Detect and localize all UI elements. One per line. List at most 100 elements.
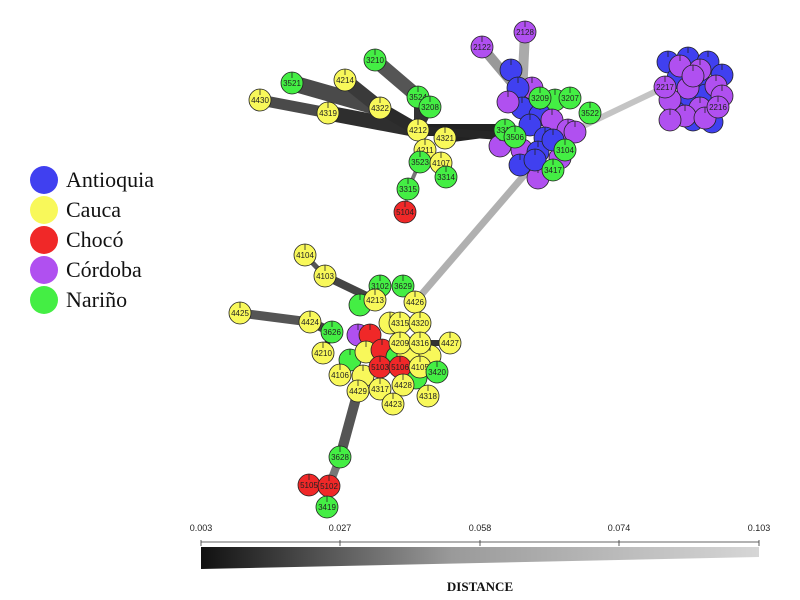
node-label: 4210 — [314, 349, 332, 358]
node-label: 4319 — [319, 109, 337, 118]
node: 3104 — [553, 138, 577, 162]
node-label: 4315 — [391, 319, 409, 328]
node-label: 3523 — [411, 158, 429, 167]
node-label: 3524 — [409, 93, 427, 102]
node — [563, 120, 587, 144]
node-label: 2122 — [473, 43, 491, 52]
node-label: 4423 — [384, 400, 402, 409]
node — [658, 108, 682, 132]
node-label: 3209 — [531, 94, 549, 103]
node-label: 3210 — [366, 56, 384, 65]
legend-item-narino: Nariño — [30, 285, 154, 315]
node-label: 5102 — [320, 482, 338, 491]
node-label: 4105 — [411, 363, 429, 372]
node: 4105 — [408, 355, 432, 379]
legend-swatch — [30, 286, 58, 314]
node-label: 3102 — [371, 282, 389, 291]
node: 4104 — [293, 243, 317, 267]
scale-tick-label: 0.027 — [329, 523, 352, 533]
node-label: 3311 — [496, 126, 514, 135]
node: 3628 — [328, 445, 352, 469]
edge — [335, 389, 363, 459]
node — [518, 113, 542, 137]
node-label: 4428 — [394, 381, 412, 390]
node-label: 3314 — [437, 173, 455, 182]
distance-gradient-bar — [201, 547, 759, 569]
node-label: 4317 — [371, 385, 389, 394]
legend-label: Cauca — [66, 197, 121, 222]
node: 3521 — [280, 71, 304, 95]
node: 2122 — [470, 35, 494, 59]
node — [496, 90, 520, 114]
node: 4315 — [388, 311, 412, 335]
node: 4106 — [328, 363, 352, 387]
legend-item-choco: Chocó — [30, 225, 154, 255]
node-label: 4211 — [416, 146, 434, 155]
node-label: 4430 — [251, 96, 269, 105]
node: 4425 — [228, 301, 252, 325]
node-label: 5104 — [396, 208, 414, 217]
node-label: 4209 — [391, 339, 409, 348]
node-label: 3521 — [283, 79, 301, 88]
node: 2216 — [706, 95, 730, 119]
legend-item-antioquia: Antioquia — [30, 165, 154, 195]
node: 3522 — [578, 101, 602, 125]
node: 4428 — [391, 373, 415, 397]
node-label: 2217 — [656, 83, 674, 92]
node: 4320 — [408, 311, 432, 335]
legend-label: Córdoba — [66, 257, 142, 282]
node — [681, 64, 705, 88]
node-label: 5103 — [371, 363, 389, 372]
node-label: 3417 — [544, 166, 562, 175]
legend-swatch — [30, 256, 58, 284]
node: 4321 — [433, 126, 457, 150]
node: 4103 — [313, 264, 337, 288]
node: 3314 — [434, 165, 458, 189]
node-label: 3315 — [399, 185, 417, 194]
node — [499, 58, 523, 82]
legend-item-cauca: Cauca — [30, 195, 154, 225]
node: 3207 — [558, 86, 582, 110]
node: 4430 — [248, 88, 272, 112]
node-label: 3420 — [428, 368, 446, 377]
legend-swatch — [30, 166, 58, 194]
node-label: 3207 — [561, 94, 579, 103]
node: 3420 — [425, 360, 449, 384]
node-label: 5105 — [300, 481, 318, 490]
node: 3210 — [363, 48, 387, 72]
node-label: 5106 — [391, 363, 409, 372]
node-label: 4322 — [371, 104, 389, 113]
node: 4322 — [368, 96, 392, 120]
node-label: 2216 — [709, 103, 727, 112]
node: 3629 — [391, 274, 415, 298]
node: 5102 — [317, 474, 341, 498]
node: 2217 — [653, 75, 677, 99]
node-label: 4214 — [336, 76, 354, 85]
node-label: 4425 — [231, 309, 249, 318]
node-label: 4316 — [411, 339, 429, 348]
node-label: 4320 — [411, 319, 429, 328]
legend-swatch — [30, 226, 58, 254]
node-label: 4213 — [366, 296, 384, 305]
edge — [239, 308, 311, 327]
node-label: 3419 — [318, 503, 336, 512]
node: 4213 — [363, 288, 387, 312]
node: 4427 — [438, 331, 462, 355]
scale-tick-label: 0.074 — [608, 523, 631, 533]
node — [523, 148, 547, 172]
scale-tick-label: 0.003 — [190, 523, 213, 533]
node-label: 3629 — [394, 282, 412, 291]
node-label: 4107 — [432, 159, 450, 168]
node: 4318 — [416, 384, 440, 408]
scale-title: DISTANCE — [447, 579, 513, 594]
node: 3626 — [320, 320, 344, 344]
edges — [239, 31, 667, 508]
legend-swatch — [30, 196, 58, 224]
node-label: 4429 — [349, 387, 367, 396]
node-label: 2128 — [516, 28, 534, 37]
edge — [412, 162, 536, 305]
node: 4423 — [381, 392, 405, 416]
node-label: 3522 — [581, 109, 599, 118]
